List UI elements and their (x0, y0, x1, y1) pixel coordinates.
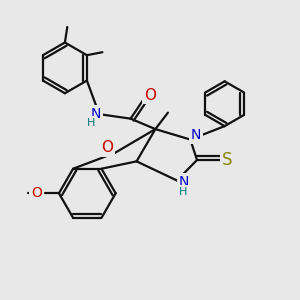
Text: O: O (144, 88, 156, 103)
Text: N: N (91, 106, 101, 121)
Text: O: O (31, 186, 42, 200)
Text: N: N (178, 175, 189, 189)
Text: H: H (179, 187, 188, 197)
Text: S: S (222, 151, 232, 169)
Text: H: H (86, 118, 95, 128)
Text: O: O (101, 140, 113, 155)
Text: N: N (191, 128, 202, 142)
